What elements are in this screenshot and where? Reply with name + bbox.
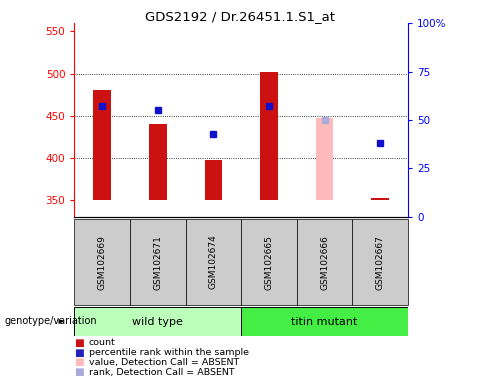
Text: ■: ■: [74, 348, 84, 358]
Text: GSM102667: GSM102667: [376, 235, 384, 290]
Bar: [74, 307, 241, 336]
Text: genotype/variation: genotype/variation: [5, 316, 97, 326]
Text: value, Detection Call = ABSENT: value, Detection Call = ABSENT: [89, 358, 239, 367]
Text: GSM102669: GSM102669: [98, 235, 107, 290]
Bar: [241, 219, 297, 305]
Polygon shape: [59, 319, 64, 324]
Text: ■: ■: [74, 367, 84, 377]
Text: GSM102665: GSM102665: [264, 235, 274, 290]
Text: count: count: [89, 338, 116, 347]
Bar: [149, 124, 167, 200]
Text: rank, Detection Call = ABSENT: rank, Detection Call = ABSENT: [89, 368, 234, 377]
Text: titin mutant: titin mutant: [291, 316, 358, 327]
Bar: [260, 72, 278, 200]
Text: GSM102666: GSM102666: [320, 235, 329, 290]
Text: percentile rank within the sample: percentile rank within the sample: [89, 348, 249, 357]
Bar: [186, 219, 241, 305]
Bar: [74, 219, 130, 305]
Bar: [93, 91, 111, 200]
Bar: [316, 118, 334, 200]
Bar: [241, 307, 408, 336]
Bar: [130, 219, 186, 305]
Text: GSM102674: GSM102674: [209, 235, 218, 290]
Bar: [297, 219, 352, 305]
Bar: [204, 161, 222, 200]
Text: GDS2192 / Dr.26451.1.S1_at: GDS2192 / Dr.26451.1.S1_at: [145, 10, 335, 23]
Text: GSM102671: GSM102671: [153, 235, 162, 290]
Bar: [352, 219, 408, 305]
Text: ■: ■: [74, 338, 84, 348]
Bar: [372, 198, 389, 200]
Text: ■: ■: [74, 358, 84, 367]
Text: wild type: wild type: [132, 316, 183, 327]
